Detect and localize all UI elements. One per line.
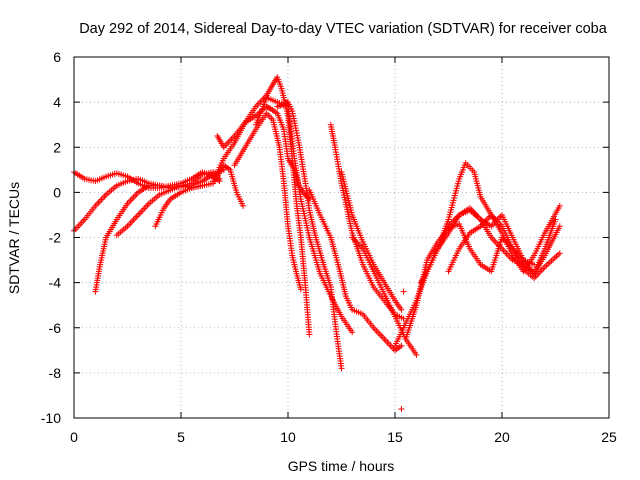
y-tick-label: -8 <box>49 365 62 381</box>
data-point <box>306 331 313 338</box>
data-point <box>398 405 405 412</box>
data-point <box>413 351 420 358</box>
y-tick-label: -4 <box>49 275 62 291</box>
data-point <box>297 286 304 293</box>
x-tick-label: 15 <box>387 429 403 445</box>
data-point <box>556 250 563 257</box>
y-tick-label: -2 <box>49 230 62 246</box>
x-tick-label: 10 <box>280 429 296 445</box>
y-tick-label: 2 <box>53 139 61 155</box>
y-tick-label: 0 <box>53 184 61 200</box>
y-tick-label: -6 <box>49 320 62 336</box>
y-tick-label: -10 <box>41 410 61 426</box>
x-tick-label: 0 <box>70 429 78 445</box>
data-point <box>400 288 407 295</box>
y-axis-label: SDTVAR / TECUs <box>6 182 22 294</box>
data-point <box>240 202 247 209</box>
data-point <box>552 216 559 223</box>
x-tick-label: 20 <box>494 429 510 445</box>
data-point <box>531 261 538 268</box>
data-point <box>398 342 405 349</box>
data-point <box>556 223 563 230</box>
plot-points <box>71 74 563 412</box>
y-tick-label: 4 <box>53 94 61 110</box>
chart-title: Day 292 of 2014, Sidereal Day-to-day VTE… <box>79 21 608 37</box>
data-point <box>349 329 356 336</box>
x-tick-label: 25 <box>601 429 617 445</box>
x-axis-label: GPS time / hours <box>288 458 395 474</box>
axis-ticks: 0 5 10 15 20 25 -10 -8 -6 -4 -2 0 2 4 6 <box>41 49 617 445</box>
data-point <box>556 202 563 209</box>
data-point <box>338 365 345 372</box>
x-tick-label: 5 <box>177 429 185 445</box>
y-tick-label: 6 <box>53 49 61 65</box>
data-point <box>398 306 405 313</box>
